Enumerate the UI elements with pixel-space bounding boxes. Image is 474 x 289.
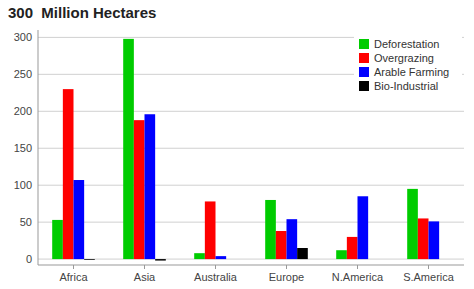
y-tick-label: 0: [26, 253, 32, 265]
x-tick: [215, 265, 216, 269]
grid-line: [38, 148, 464, 149]
x-tick: [286, 265, 287, 269]
bar: [84, 259, 95, 261]
bar: [347, 237, 358, 259]
bar: [418, 218, 429, 259]
bar: [155, 259, 166, 260]
grid-line: [38, 222, 464, 223]
legend-label: Deforestation: [374, 38, 439, 50]
bar: [216, 256, 227, 259]
bar: [265, 200, 276, 259]
x-axis-line: [38, 265, 464, 266]
bar: [368, 259, 379, 260]
bar: [205, 201, 216, 259]
x-tick: [144, 265, 145, 269]
bar: [358, 196, 369, 259]
y-tick-label: 100: [14, 179, 32, 191]
grid-line: [38, 185, 464, 186]
y-tick-label: 300: [14, 31, 32, 43]
x-tick: [357, 265, 358, 269]
legend: Deforestation Overgrazing Arable Farming Bi…: [354, 32, 462, 98]
legend-swatch: [359, 81, 369, 91]
legend-swatch: [359, 39, 369, 49]
grid-line: [38, 111, 464, 112]
legend-label: Overgrazing: [374, 52, 434, 64]
y-tick-label: 150: [14, 142, 32, 154]
chart-container: 0 50 100 150 200 250 300 Africa Asia Australia Eur…: [0, 0, 474, 289]
x-tick-label: Australia: [194, 271, 238, 283]
legend-swatch: [359, 67, 369, 77]
bar: [63, 89, 74, 259]
grid-line: [38, 259, 464, 260]
bar: [52, 220, 63, 259]
chart-svg: 0 50 100 150 200 250 300 Africa Asia Australia Eur…: [0, 0, 474, 289]
bar: [194, 253, 205, 259]
x-tick-label: Africa: [59, 271, 88, 283]
bar: [123, 39, 134, 259]
x-tick-label: S.America: [403, 271, 455, 283]
y-tick-label: 250: [14, 68, 32, 80]
bar: [134, 120, 145, 259]
bar: [74, 180, 85, 259]
chart-title: 300 Million Hectares: [8, 4, 156, 21]
x-tick-label: N.America: [332, 271, 384, 283]
bar: [145, 114, 156, 259]
legend-swatch: [359, 53, 369, 63]
legend-background: [354, 32, 462, 98]
bar: [287, 219, 298, 259]
y-axis-line: [38, 30, 39, 265]
bar: [439, 259, 450, 260]
y-tick-label: 200: [14, 105, 32, 117]
y-tick-label: 50: [20, 216, 32, 228]
grid: [38, 37, 464, 259]
bar: [226, 259, 237, 260]
x-tick: [428, 265, 429, 269]
bar: [429, 221, 440, 259]
bar: [297, 248, 308, 259]
legend-label: Bio-Industrial: [374, 80, 438, 92]
x-tick-label: Europe: [269, 271, 304, 283]
x-tick: [73, 265, 74, 269]
legend-label: Arable Farming: [374, 66, 449, 78]
bar: [336, 250, 347, 259]
bar: [407, 189, 418, 259]
bar: [276, 231, 287, 259]
x-tick-label: Asia: [134, 271, 156, 283]
